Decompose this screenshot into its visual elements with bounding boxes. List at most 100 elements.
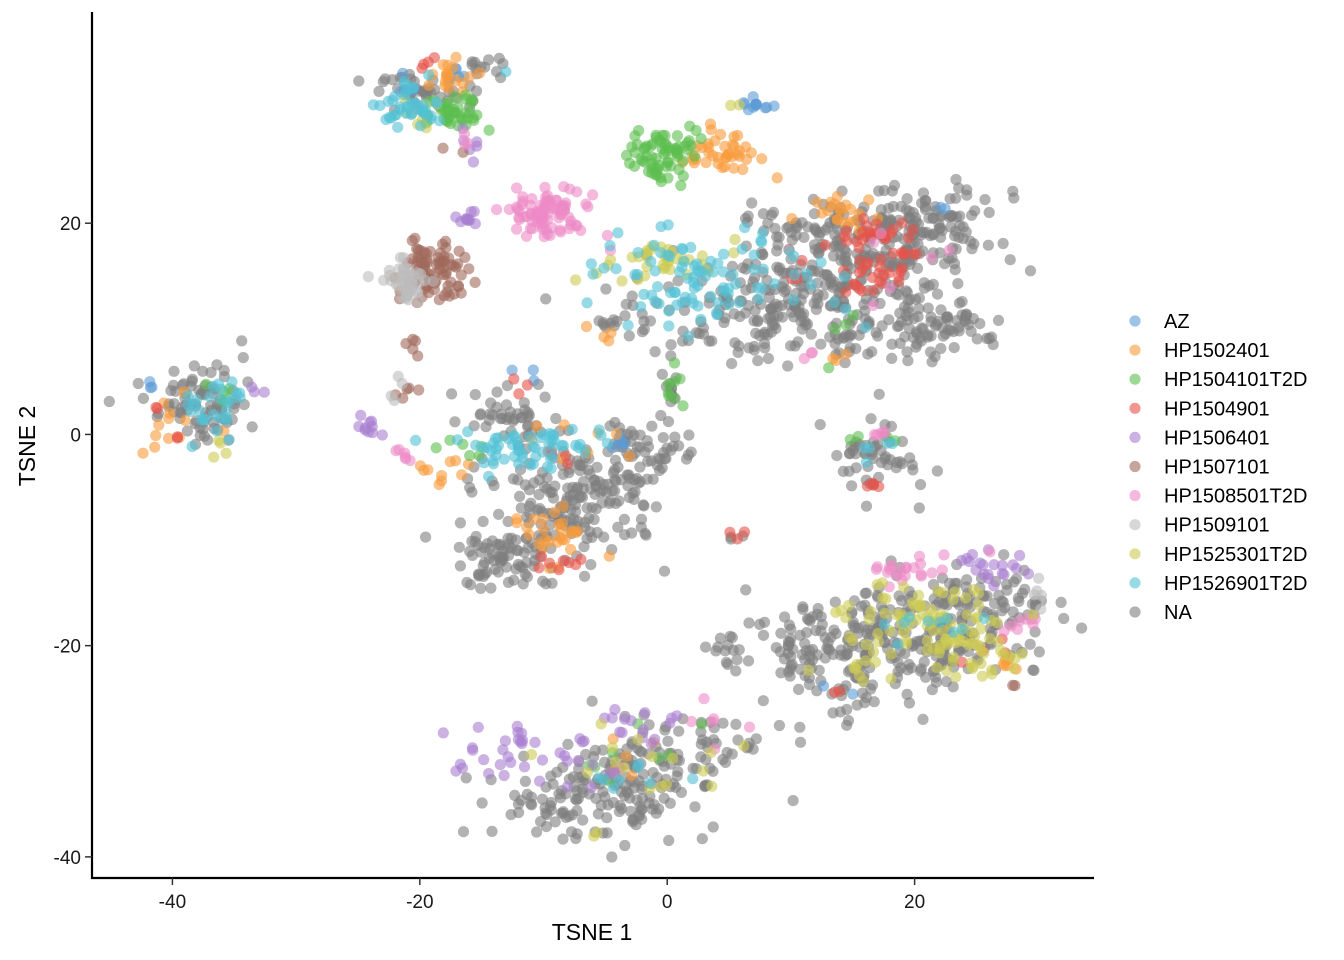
data-point — [622, 319, 634, 331]
data-point — [376, 429, 388, 441]
data-point — [740, 263, 752, 275]
data-point — [796, 254, 808, 267]
data-point — [829, 596, 841, 608]
data-point — [636, 326, 649, 338]
data-point — [788, 294, 800, 306]
data-point — [462, 137, 474, 149]
data-point — [736, 243, 748, 255]
data-point — [682, 449, 695, 461]
data-point — [840, 319, 852, 331]
data-point — [831, 190, 843, 202]
data-point — [815, 256, 827, 268]
data-point — [871, 561, 883, 573]
data-point — [588, 513, 600, 526]
data-point — [635, 301, 647, 313]
data-point — [982, 239, 995, 251]
data-point — [856, 687, 869, 699]
data-point — [456, 762, 469, 774]
data-point — [510, 223, 523, 235]
data-point — [650, 131, 663, 144]
data-point — [756, 153, 768, 165]
data-point — [778, 286, 791, 298]
data-point — [483, 414, 495, 426]
data-point — [863, 442, 875, 454]
data-point — [1001, 584, 1013, 596]
data-point — [821, 269, 833, 281]
data-point — [662, 219, 674, 231]
data-point — [687, 762, 699, 775]
data-point — [759, 326, 771, 338]
data-point — [590, 503, 602, 515]
data-point — [510, 182, 523, 194]
data-point — [858, 298, 870, 311]
data-point — [399, 447, 411, 459]
data-point — [466, 486, 478, 498]
data-point — [541, 461, 554, 473]
data-point — [1058, 612, 1070, 625]
data-point — [568, 513, 580, 525]
y-tick-label: -40 — [54, 848, 81, 869]
data-point — [883, 314, 895, 326]
data-point — [820, 279, 832, 291]
data-point — [513, 806, 525, 819]
data-point — [431, 97, 443, 109]
data-point — [718, 248, 730, 260]
data-point — [903, 232, 915, 244]
data-point — [885, 673, 897, 685]
legend-label: HP1506401 — [1164, 427, 1270, 449]
data-point — [947, 651, 960, 663]
data-point — [1004, 254, 1016, 266]
data-point — [784, 670, 796, 682]
data-point — [237, 352, 249, 364]
data-point — [557, 500, 569, 512]
data-point — [765, 303, 777, 315]
data-point — [992, 635, 1005, 647]
data-point — [433, 294, 445, 306]
data-point — [926, 356, 938, 368]
legend-item-hp1506401: HP1506401 — [1129, 427, 1270, 449]
data-point — [634, 461, 646, 473]
data-point — [226, 376, 238, 388]
data-point — [677, 155, 689, 167]
data-point — [866, 346, 878, 358]
data-point — [677, 243, 689, 256]
data-point — [513, 205, 525, 217]
data-point — [831, 214, 843, 226]
data-point — [974, 318, 986, 330]
data-point — [872, 636, 885, 648]
x-tick-label: -40 — [159, 892, 186, 913]
data-point — [705, 290, 717, 302]
data-point — [168, 365, 180, 377]
data-point — [688, 282, 700, 294]
data-point — [457, 77, 469, 89]
legend: AZ HP1502401 HP1504101T2D HP1504901 HP150640… — [1129, 311, 1307, 624]
data-point — [867, 285, 879, 297]
data-point — [878, 618, 891, 631]
data-point — [771, 231, 783, 243]
x-tick-label: 20 — [904, 892, 925, 913]
data-point — [554, 531, 567, 543]
data-point — [427, 275, 439, 287]
legend-key — [1129, 490, 1141, 502]
data-point — [494, 759, 506, 771]
data-point — [935, 342, 947, 355]
data-point — [657, 432, 669, 444]
data-point — [773, 719, 786, 732]
legend-label: HP1509101 — [1164, 515, 1270, 537]
data-point — [655, 410, 667, 422]
data-point — [669, 286, 681, 298]
data-point — [913, 502, 925, 514]
data-point — [590, 792, 602, 805]
data-point — [904, 452, 916, 464]
data-point — [560, 811, 572, 824]
data-point — [919, 195, 931, 207]
data-point — [658, 263, 670, 275]
data-point — [698, 693, 710, 705]
data-point — [663, 305, 675, 317]
data-point — [616, 727, 628, 739]
data-point — [535, 816, 547, 828]
data-point — [998, 625, 1010, 637]
data-point — [628, 160, 641, 172]
data-point — [794, 663, 806, 676]
data-point — [794, 629, 806, 641]
